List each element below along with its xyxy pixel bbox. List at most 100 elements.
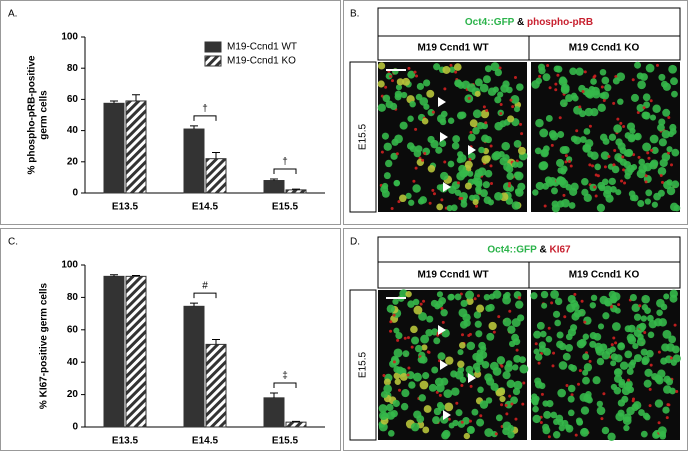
cell <box>629 127 636 135</box>
cell <box>472 362 481 371</box>
cell <box>421 117 429 125</box>
annotation: † <box>202 104 208 115</box>
cell <box>466 341 476 351</box>
cell <box>557 388 567 398</box>
cell <box>415 74 419 78</box>
cell <box>623 181 627 185</box>
row-label-box <box>349 289 377 441</box>
y-axis-label: germ cells <box>39 90 50 140</box>
cell <box>515 348 519 352</box>
cell <box>514 188 522 195</box>
bar <box>285 421 307 428</box>
y-axis-label: % KI67-positive germ cells <box>39 282 50 409</box>
error-bar <box>110 274 118 277</box>
cell <box>663 293 670 300</box>
cell <box>482 105 486 109</box>
cell <box>644 307 651 314</box>
cell <box>657 350 661 354</box>
cell <box>437 352 446 361</box>
y-tick-label: 100 <box>61 260 78 271</box>
cell <box>567 395 575 403</box>
cell <box>548 176 557 186</box>
cell <box>487 87 497 96</box>
cell <box>627 361 636 370</box>
cell <box>423 103 430 110</box>
cell <box>474 370 482 378</box>
cell <box>568 364 575 371</box>
cell <box>428 383 437 392</box>
cell <box>673 323 677 327</box>
title-part: phospho-pRB <box>527 17 593 28</box>
cell <box>579 136 587 143</box>
cell <box>583 363 593 372</box>
cell <box>554 88 558 92</box>
cell <box>604 84 612 92</box>
cell <box>390 206 394 210</box>
cell <box>642 93 651 102</box>
cell <box>454 189 462 196</box>
cell <box>588 163 592 167</box>
cell <box>669 289 678 298</box>
cell <box>552 431 561 439</box>
legend-label: M19-Ccnd1 KO <box>227 56 296 67</box>
cell <box>505 412 509 416</box>
cell <box>532 405 539 413</box>
cell <box>384 85 388 89</box>
row-label-box <box>349 61 377 213</box>
cell <box>487 199 494 206</box>
cell <box>467 333 471 337</box>
cell <box>597 103 606 113</box>
cell <box>612 163 616 167</box>
cell <box>610 360 617 367</box>
cell <box>632 342 639 350</box>
cell <box>409 100 416 108</box>
cell <box>581 89 585 93</box>
cell <box>560 165 568 173</box>
cell <box>583 320 587 324</box>
cell <box>512 387 521 396</box>
cell <box>570 393 574 397</box>
cell <box>656 298 665 308</box>
cell <box>578 308 586 317</box>
cell <box>575 67 584 76</box>
cell <box>535 181 545 191</box>
cell <box>395 332 403 340</box>
cell <box>459 169 468 178</box>
cell <box>452 135 461 143</box>
cell <box>484 155 491 162</box>
cell <box>492 330 496 334</box>
cell <box>614 341 618 345</box>
cell <box>377 62 386 70</box>
cell <box>443 87 447 91</box>
column-header-box <box>528 261 681 289</box>
cell <box>554 319 562 327</box>
cell <box>418 394 426 402</box>
cell <box>390 79 394 83</box>
cell <box>490 382 499 391</box>
y-tick-label: 60 <box>67 324 79 335</box>
cell <box>656 309 663 317</box>
cell <box>511 318 521 328</box>
cell <box>645 63 655 73</box>
title-part: Oct4::GFP <box>465 17 515 28</box>
cell <box>624 167 633 176</box>
cell <box>643 331 647 335</box>
cell <box>638 409 645 416</box>
cell <box>610 305 614 309</box>
cell <box>569 187 578 196</box>
cell <box>406 336 410 340</box>
bar <box>205 158 227 194</box>
cell <box>460 333 464 337</box>
row-label: E15.5 <box>358 123 369 150</box>
cell <box>657 426 667 435</box>
cell <box>520 132 524 136</box>
cell <box>666 179 673 186</box>
cell <box>550 187 558 195</box>
cell <box>505 360 513 367</box>
cell <box>644 198 652 205</box>
cell <box>467 96 471 100</box>
cell <box>622 413 632 423</box>
cell <box>671 180 680 189</box>
cell <box>499 120 507 128</box>
cell <box>666 186 676 196</box>
